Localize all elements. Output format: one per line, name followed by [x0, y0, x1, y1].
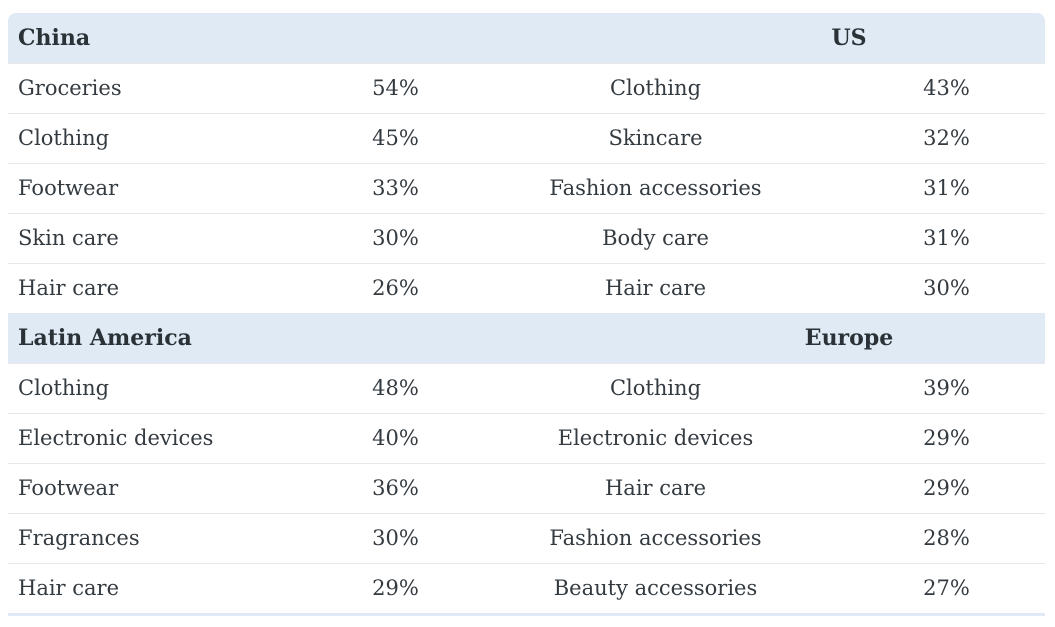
left-category-cell: Skin care — [8, 213, 328, 263]
left-percent-cell: 54% — [328, 63, 463, 113]
table-row: Hair care 26% Hair care 30% — [8, 263, 1045, 313]
table-row: Footwear 36% Hair care 29% — [8, 463, 1045, 513]
right-percent-cell: 29% — [848, 413, 1045, 463]
left-percent-cell: 45% — [328, 113, 463, 163]
regional-categories-table: China US Groceries 54% Clothing 43% Clothing 45… — [8, 13, 1045, 613]
right-category-cell: Clothing — [463, 63, 848, 113]
table-row: Clothing 48% Clothing 39% — [8, 363, 1045, 413]
regional-categories-table-container: China US Groceries 54% Clothing 43% Clothing 45… — [8, 13, 1045, 616]
left-category-cell: Hair care — [8, 263, 328, 313]
right-category-cell: Fashion accessories — [463, 163, 848, 213]
right-percent-cell: 28% — [848, 513, 1045, 563]
left-category-cell: Footwear — [8, 463, 328, 513]
table-row: Fragrances 30% Fashion accessories 28% — [8, 513, 1045, 563]
right-percent-cell: 43% — [848, 63, 1045, 113]
right-category-cell: Clothing — [463, 363, 848, 413]
right-category-cell: Fashion accessories — [463, 513, 848, 563]
left-category-cell: Groceries — [8, 63, 328, 113]
left-percent-cell: 26% — [328, 263, 463, 313]
table-row: Footwear 33% Fashion accessories 31% — [8, 163, 1045, 213]
table-row: Electronic devices 40% Electronic devices 2… — [8, 413, 1045, 463]
section-title-left: Latin America — [8, 313, 463, 363]
left-percent-cell: 48% — [328, 363, 463, 413]
section-header-row: Latin America Europe — [8, 313, 1045, 363]
left-percent-cell: 33% — [328, 163, 463, 213]
right-category-cell: Hair care — [463, 463, 848, 513]
section-header-row: China US — [8, 13, 1045, 63]
section-title-right: US — [463, 13, 1045, 63]
left-category-cell: Footwear — [8, 163, 328, 213]
left-percent-cell: 40% — [328, 413, 463, 463]
left-category-cell: Electronic devices — [8, 413, 328, 463]
left-percent-cell: 36% — [328, 463, 463, 513]
right-category-cell: Electronic devices — [463, 413, 848, 463]
right-percent-cell: 31% — [848, 213, 1045, 263]
left-percent-cell: 30% — [328, 513, 463, 563]
left-percent-cell: 30% — [328, 213, 463, 263]
left-category-cell: Fragrances — [8, 513, 328, 563]
right-percent-cell: 29% — [848, 463, 1045, 513]
right-percent-cell: 32% — [848, 113, 1045, 163]
table-row: Hair care 29% Beauty accessories 27% — [8, 563, 1045, 613]
left-category-cell: Hair care — [8, 563, 328, 613]
section-title-left: China — [8, 13, 463, 63]
right-category-cell: Beauty accessories — [463, 563, 848, 613]
right-percent-cell: 30% — [848, 263, 1045, 313]
left-category-cell: Clothing — [8, 363, 328, 413]
right-category-cell: Skincare — [463, 113, 848, 163]
right-category-cell: Body care — [463, 213, 848, 263]
right-category-cell: Hair care — [463, 263, 848, 313]
table-row: Groceries 54% Clothing 43% — [8, 63, 1045, 113]
left-category-cell: Clothing — [8, 113, 328, 163]
table-row: Skin care 30% Body care 31% — [8, 213, 1045, 263]
table-row: Clothing 45% Skincare 32% — [8, 113, 1045, 163]
right-percent-cell: 27% — [848, 563, 1045, 613]
section-title-right: Europe — [463, 313, 1045, 363]
left-percent-cell: 29% — [328, 563, 463, 613]
right-percent-cell: 39% — [848, 363, 1045, 413]
right-percent-cell: 31% — [848, 163, 1045, 213]
